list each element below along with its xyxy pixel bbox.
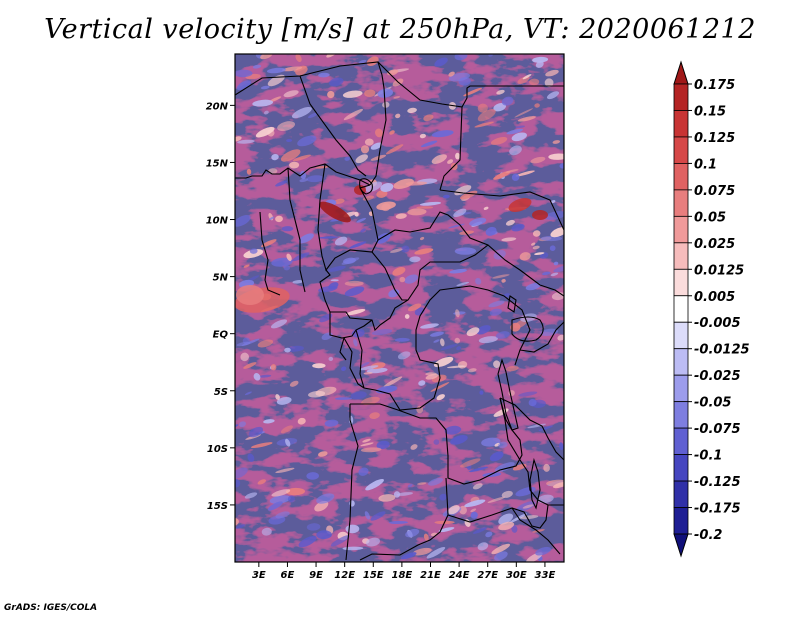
colorbar-label: -0.175 bbox=[694, 502, 741, 517]
lat-label: 5S bbox=[214, 387, 228, 398]
colorbar-segment bbox=[673, 401, 689, 429]
colorbar-label: 0.15 bbox=[694, 104, 726, 119]
colorbar-segment bbox=[673, 163, 689, 191]
colorbar-label: 0.0125 bbox=[694, 263, 744, 278]
colorbar-label: 0.025 bbox=[694, 237, 735, 252]
colorbar-label: -0.075 bbox=[694, 422, 741, 437]
colorbar-segment bbox=[673, 321, 689, 350]
lon-label: 12E bbox=[334, 570, 355, 581]
colorbar-label: 0.1 bbox=[694, 157, 717, 172]
colorbar-segment bbox=[673, 507, 689, 535]
colorbar-segment bbox=[673, 374, 689, 403]
lat-label: 5N bbox=[213, 273, 229, 284]
colorbar-label: 0.005 bbox=[694, 290, 735, 305]
colorbar-segment bbox=[673, 454, 689, 482]
colorbar-label: -0.125 bbox=[694, 475, 741, 490]
lat-label: 20N bbox=[206, 101, 229, 112]
lat-label: 10S bbox=[207, 444, 228, 455]
lon-label: 18E bbox=[392, 570, 413, 581]
latitude-axis: 20N 15N 10N 5N EQ 5S 10S 15S bbox=[206, 101, 235, 512]
lakes bbox=[359, 178, 544, 510]
colorbar-label: -0.1 bbox=[694, 449, 722, 464]
colorbar-label: -0.05 bbox=[694, 396, 731, 411]
colorbar-label: -0.2 bbox=[694, 528, 722, 543]
colorbar-segment bbox=[673, 136, 689, 164]
colorbar-label: -0.005 bbox=[694, 316, 741, 331]
lat-label: 15S bbox=[207, 501, 228, 512]
lake-victoria bbox=[511, 316, 544, 342]
lon-label: 3E bbox=[252, 570, 266, 581]
lon-label: 6E bbox=[281, 570, 295, 581]
colorbar-label: 0.05 bbox=[694, 210, 726, 225]
velocity-field bbox=[235, 54, 564, 562]
colorbar-segment bbox=[673, 295, 689, 323]
colorbar-segment bbox=[673, 83, 689, 111]
lon-label: 24E bbox=[449, 570, 470, 581]
lon-label: 21E bbox=[420, 570, 441, 581]
colorbar-segment bbox=[673, 215, 689, 244]
lon-label: 27E bbox=[477, 570, 498, 581]
colorbar-segment bbox=[673, 242, 689, 270]
grads-credit: GrADS: IGES/COLA bbox=[4, 603, 98, 613]
colorbar-label: 0.125 bbox=[694, 131, 735, 146]
lake-malawi bbox=[529, 457, 541, 510]
lake-chad bbox=[359, 178, 373, 195]
map-title: Vertical velocity [m/s] at 250hPa, VT: 2… bbox=[44, 14, 756, 45]
colorbar-segment bbox=[673, 427, 689, 455]
colorbar-label: 0.175 bbox=[694, 78, 735, 93]
colorbar-label: -0.025 bbox=[694, 369, 741, 384]
colorbar-segment bbox=[673, 480, 689, 508]
lon-label: 30E bbox=[506, 570, 527, 581]
lat-label: 10N bbox=[206, 216, 229, 227]
lat-label: EQ bbox=[213, 330, 229, 341]
lake-tanganyika bbox=[497, 358, 519, 431]
lon-label: 33E bbox=[535, 570, 556, 581]
colorbar-segment bbox=[673, 348, 689, 376]
colorbar-segment bbox=[673, 189, 689, 217]
longitude-axis: 3E 6E 9E 12E 15E 18E 21E 24E 27E 30E 33E bbox=[252, 562, 556, 581]
lon-label: 15E bbox=[363, 570, 384, 581]
colorbar-top-arrow bbox=[673, 60, 689, 85]
map-frame bbox=[234, 53, 565, 563]
country-borders bbox=[235, 61, 564, 561]
colorbar-bottom-arrow bbox=[673, 533, 689, 558]
lake-albert bbox=[507, 295, 517, 313]
lon-label: 9E bbox=[309, 570, 323, 581]
lat-label: 15N bbox=[206, 158, 229, 169]
colorbar-label: 0.075 bbox=[694, 184, 735, 199]
colorbar-label: -0.0125 bbox=[694, 343, 750, 358]
colorbar: 0.175 0.15 0.125 0.1 0.075 0.05 0.025 0.0125 0.0… bbox=[673, 60, 750, 558]
colorbar-segment bbox=[673, 110, 689, 138]
colorbar-segment bbox=[673, 268, 689, 297]
